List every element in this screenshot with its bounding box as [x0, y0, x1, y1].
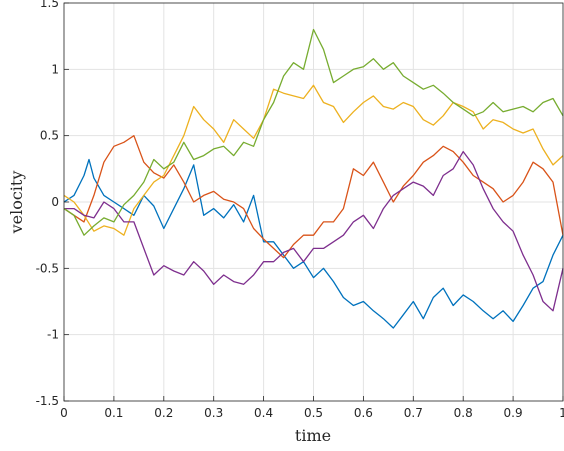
x-tick-label: 0.8 [454, 406, 473, 420]
x-tick-label: 0.1 [104, 406, 123, 420]
x-tick-label: 0.9 [504, 406, 523, 420]
y-axis-label: velocity [7, 171, 26, 235]
series-group [63, 28, 564, 329]
y-tick-label: -1 [47, 328, 59, 342]
y-tick-label: -1.5 [36, 394, 59, 408]
x-tick-label: 0.4 [254, 406, 273, 420]
ticks: 0 0.1 0.2 0.3 0.4 0.5 0.6 0.7 0.8 0.9 1 -1.5 -1 -0.5 0… [36, 0, 564, 420]
x-tick-label: 0.7 [404, 406, 423, 420]
y-tick-label: 0.5 [40, 129, 59, 143]
x-tick-label: 0 [60, 406, 68, 420]
y-tick-label: 0 [51, 195, 59, 209]
x-axis-label: time [295, 426, 331, 445]
x-tick-label: 0.3 [204, 406, 223, 420]
x-tick-label: 0.6 [354, 406, 373, 420]
x-tick-label: 0.2 [154, 406, 173, 420]
x-tick-label: 0.5 [304, 406, 323, 420]
series-line-5 [63, 28, 564, 236]
series-line-1 [63, 158, 564, 329]
y-tick-label: 1.5 [40, 0, 59, 10]
x-tick-label: 1 [559, 406, 564, 420]
series-line-3 [63, 84, 564, 236]
y-tick-label: 1 [51, 62, 59, 76]
y-tick-label: -0.5 [36, 261, 59, 275]
series-line-4 [64, 150, 564, 312]
